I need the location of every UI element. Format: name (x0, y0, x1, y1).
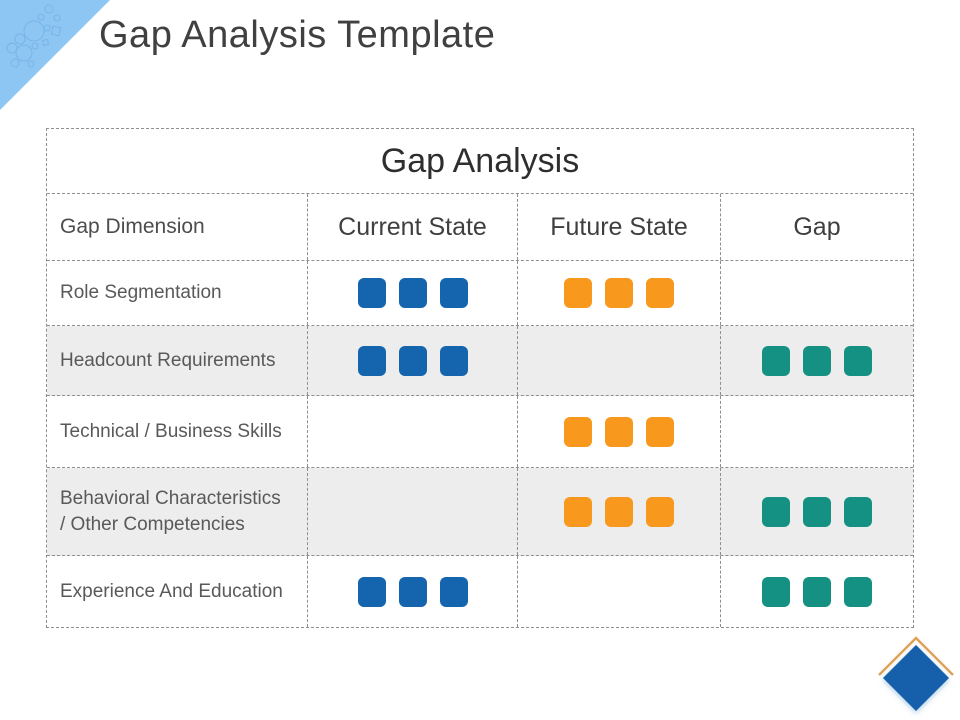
table-header-row: Gap Dimension Current State Future State Ga… (47, 194, 913, 261)
future-state-marker (605, 416, 633, 447)
future-state-marker (564, 278, 592, 308)
future-state-marker (646, 496, 674, 527)
current-state-marker (398, 345, 427, 376)
current-state-marker (439, 278, 468, 308)
gap-cell (721, 326, 913, 395)
gap-marker (762, 496, 790, 527)
row-label: Technical / Business Skills (47, 396, 308, 467)
diamond-outline-accent (878, 636, 954, 676)
bubble-pattern (6, 4, 62, 68)
column-header-gap-dimension: Gap Dimension (47, 194, 308, 260)
future-state-marker (564, 416, 592, 447)
future-state-cell (518, 468, 721, 555)
corner-diamond-decoration (878, 636, 954, 711)
current-state-marker (357, 345, 386, 376)
current-state-cell (308, 261, 518, 325)
row-label: Headcount Requirements (47, 326, 308, 395)
current-state-marker (357, 576, 386, 607)
gap-marker (803, 345, 831, 376)
table-row: Role Segmentation (47, 261, 913, 326)
row-label: Experience And Education (47, 556, 308, 627)
future-state-marker (605, 278, 633, 308)
current-state-marker (439, 576, 468, 607)
future-state-marker (605, 496, 633, 527)
current-state-cell (308, 326, 518, 395)
future-state-cell (518, 396, 721, 467)
row-label-text: Experience And Education (60, 580, 283, 602)
table-row: Technical / Business Skills (47, 396, 913, 468)
gap-cell (721, 556, 913, 627)
row-label-text: Technical / Business Skills (60, 420, 282, 442)
gap-marker (803, 496, 831, 527)
table-row: Experience And Education (47, 556, 913, 627)
column-header-current-state: Current State (308, 194, 518, 260)
table-row: Behavioral Characteristics / Other Compe… (47, 468, 913, 556)
row-label: Behavioral Characteristics / Other Compe… (47, 468, 308, 555)
future-state-cell (518, 556, 721, 627)
table-row: Headcount Requirements (47, 326, 913, 396)
current-state-marker (398, 278, 427, 308)
row-label: Role Segmentation (47, 261, 308, 325)
gap-cell (721, 261, 913, 325)
current-state-marker (439, 345, 468, 376)
column-header-gap: Gap (793, 212, 841, 241)
gap-marker (844, 496, 872, 527)
gap-cell (721, 396, 913, 467)
table-title: Gap Analysis (47, 129, 913, 194)
gap-marker (844, 345, 872, 376)
row-label-text: Headcount Requirements (60, 349, 276, 371)
current-state-cell (308, 556, 518, 627)
slide-title: Gap Analysis Template (99, 14, 496, 56)
future-state-marker (646, 416, 674, 447)
current-state-cell (308, 396, 518, 467)
current-state-marker (357, 278, 386, 308)
row-label-text: Role Segmentation (60, 282, 222, 304)
diamond-shape (883, 645, 949, 711)
current-state-cell (308, 468, 518, 555)
future-state-cell (518, 261, 721, 325)
future-state-marker (646, 278, 674, 308)
triangle-shape (0, 0, 110, 110)
gap-marker (762, 345, 790, 376)
gap-marker (762, 576, 790, 607)
corner-triangle-decoration (0, 0, 110, 110)
table-body: Role Segmentation Headcount Requirements T… (47, 261, 913, 627)
current-state-marker (398, 576, 427, 607)
row-label-text: Behavioral Characteristics / Other Compe… (60, 487, 281, 535)
column-header-future-state: Future State (518, 194, 721, 260)
gap-cell (721, 468, 913, 555)
gap-marker (844, 576, 872, 607)
future-state-marker (564, 496, 592, 527)
gap-analysis-table: Gap Analysis Gap Dimension Current State F… (46, 128, 914, 628)
future-state-cell (518, 326, 721, 395)
gap-marker (803, 576, 831, 607)
